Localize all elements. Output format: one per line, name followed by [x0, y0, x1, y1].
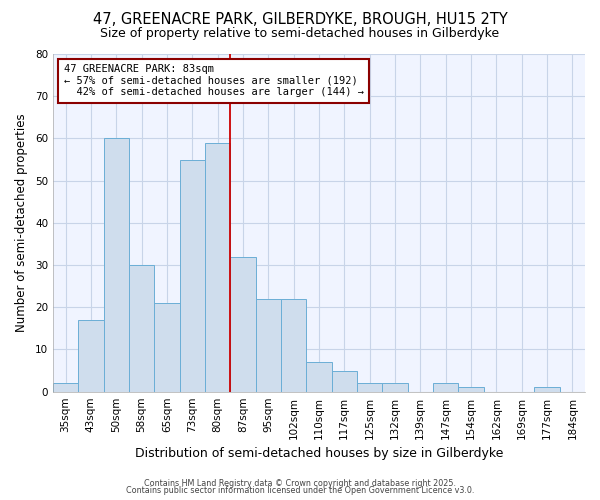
- Text: 47, GREENACRE PARK, GILBERDYKE, BROUGH, HU15 2TY: 47, GREENACRE PARK, GILBERDYKE, BROUGH, …: [92, 12, 508, 28]
- Bar: [357, 383, 382, 392]
- Bar: [382, 383, 407, 392]
- Bar: [179, 160, 205, 392]
- Bar: [332, 370, 357, 392]
- Bar: [104, 138, 129, 392]
- Bar: [205, 142, 230, 392]
- Bar: [78, 320, 104, 392]
- Bar: [230, 256, 256, 392]
- Bar: [433, 383, 458, 392]
- Bar: [306, 362, 332, 392]
- X-axis label: Distribution of semi-detached houses by size in Gilberdyke: Distribution of semi-detached houses by …: [135, 447, 503, 460]
- Bar: [458, 388, 484, 392]
- Text: 47 GREENACRE PARK: 83sqm
← 57% of semi-detached houses are smaller (192)
  42% o: 47 GREENACRE PARK: 83sqm ← 57% of semi-d…: [64, 64, 364, 98]
- Bar: [281, 299, 306, 392]
- Bar: [129, 265, 154, 392]
- Bar: [154, 303, 179, 392]
- Y-axis label: Number of semi-detached properties: Number of semi-detached properties: [15, 114, 28, 332]
- Text: Contains public sector information licensed under the Open Government Licence v3: Contains public sector information licen…: [126, 486, 474, 495]
- Bar: [535, 388, 560, 392]
- Bar: [256, 299, 281, 392]
- Bar: [53, 383, 78, 392]
- Text: Contains HM Land Registry data © Crown copyright and database right 2025.: Contains HM Land Registry data © Crown c…: [144, 478, 456, 488]
- Text: Size of property relative to semi-detached houses in Gilberdyke: Size of property relative to semi-detach…: [100, 28, 500, 40]
